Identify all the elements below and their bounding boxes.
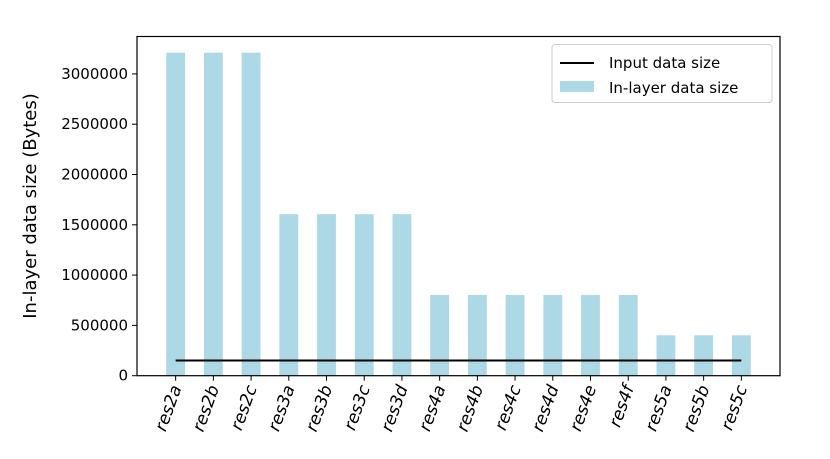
x-tick-label: res3d — [377, 382, 412, 434]
legend-label-inlayer: In-layer data size — [609, 79, 738, 97]
legend-label-input: Input data size — [609, 54, 720, 72]
x-tick-label: res4a — [415, 383, 450, 435]
x-tick-label: res3b — [302, 383, 337, 435]
x-tick-label: res5a — [642, 383, 677, 435]
bar-res2b — [203, 52, 223, 376]
x-tick-label: res5b — [679, 383, 714, 435]
y-tick-label: 0 — [118, 367, 128, 385]
x-tick-label: res4f — [605, 380, 640, 430]
x-tick-label: res4d — [528, 382, 563, 434]
x-tick-label: res4e — [566, 383, 601, 435]
y-tick-label: 1000000 — [61, 266, 128, 284]
x-tick-label: res4b — [453, 383, 488, 435]
y-tick-label: 500000 — [71, 316, 128, 334]
x-tick-label: res2c — [227, 382, 262, 433]
plot-frame — [136, 35, 781, 377]
bar-res5b — [694, 335, 714, 376]
x-tick-label: res3a — [264, 383, 299, 435]
bar-res2c — [241, 52, 261, 376]
bar-res4f — [618, 294, 638, 376]
y-tick-label: 2000000 — [61, 166, 128, 184]
y-axis-label: In-layer data size (Bytes) — [20, 93, 41, 319]
legend-bar-swatch — [560, 81, 594, 92]
bar-res4b — [467, 294, 487, 376]
bar-res3b — [317, 214, 336, 376]
bar-res4e — [581, 294, 600, 376]
bar-res4c — [505, 294, 525, 376]
x-tick-label: res4c — [491, 382, 526, 433]
x-tick-label: res3c — [340, 382, 375, 433]
y-tick-label: 3000000 — [61, 65, 128, 83]
bar-res3d — [392, 214, 412, 376]
y-tick-label: 2500000 — [61, 115, 128, 133]
bar-res3a — [279, 214, 299, 376]
bar-res5c — [731, 335, 751, 376]
x-tick-label: res2b — [189, 383, 224, 435]
x-tick-label: res2a — [151, 383, 186, 435]
x-tick-label: res5c — [717, 382, 752, 433]
y-tick-label: 1500000 — [61, 216, 128, 234]
bar-res4d — [543, 294, 563, 376]
bar-res4a — [430, 294, 450, 376]
bar-res2a — [166, 52, 186, 376]
bar-res3c — [354, 214, 374, 376]
bar-res5a — [656, 335, 676, 376]
legend: Input data size In-layer data size — [551, 44, 773, 103]
